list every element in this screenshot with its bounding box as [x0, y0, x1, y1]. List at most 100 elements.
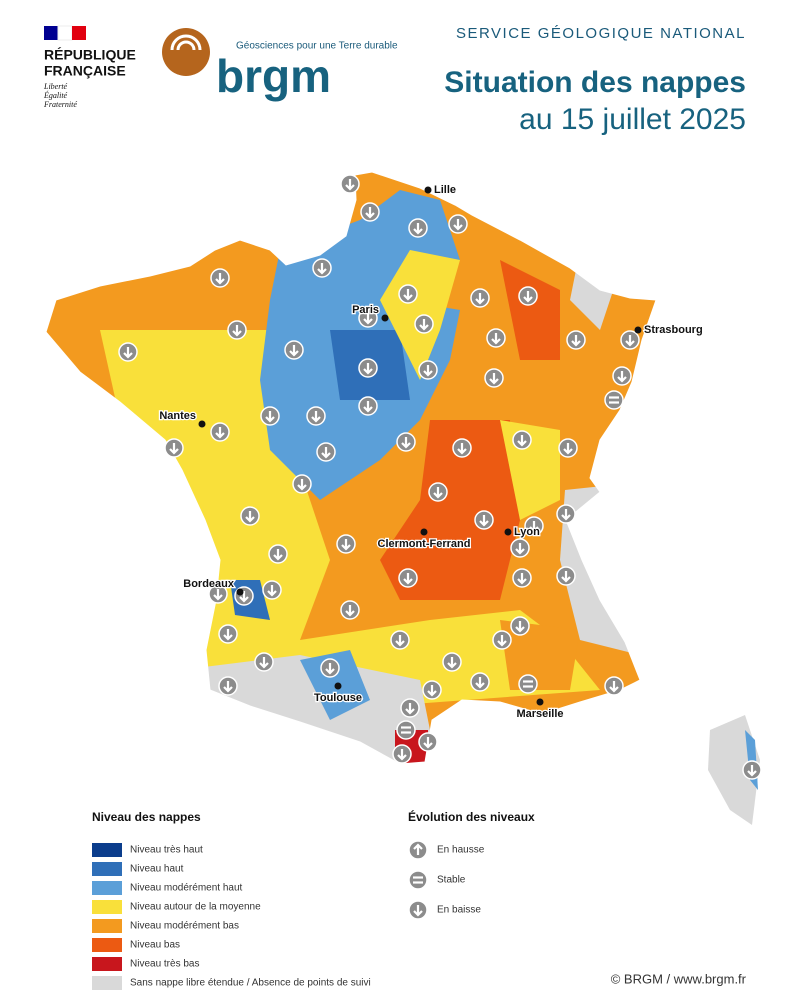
legend-label: Sans nappe libre étendue / Absence de po…: [130, 978, 371, 989]
evolution-icon: [452, 438, 472, 458]
evolution-icon: [260, 406, 280, 426]
city-dot: [504, 528, 512, 536]
icon-arrow: [747, 765, 757, 777]
icon-arrow: [561, 509, 571, 521]
motto: Égalité: [43, 90, 68, 100]
icon-arrow: [215, 273, 225, 285]
evolution-icon: [400, 698, 420, 718]
icon-arrow: [273, 549, 283, 561]
evolution-icon: [518, 674, 538, 694]
evolution-icon: [340, 174, 360, 194]
evolution-icon: [284, 340, 304, 360]
evolution-icon: [442, 652, 462, 672]
icon-arrow: [413, 905, 423, 917]
icon-arrow: [297, 479, 307, 491]
icon-arrow: [325, 663, 335, 675]
evolution-icon: [512, 568, 532, 588]
icon-arrow: [345, 179, 355, 191]
legend-title: Évolution des niveaux: [408, 809, 535, 824]
evolution-icon: [340, 600, 360, 620]
icon-arrow: [289, 345, 299, 357]
icon-arrow: [403, 289, 413, 301]
icon-arrow: [223, 681, 233, 693]
city-label: Paris: [352, 304, 379, 316]
evolution-icon: [556, 566, 576, 586]
evolution-icon: [262, 580, 282, 600]
icon-arrow: [345, 605, 355, 617]
icon-arrow: [365, 207, 375, 219]
legend-label: En baisse: [437, 905, 481, 916]
evolution-icon: [408, 870, 428, 890]
flag-blue: [44, 26, 58, 40]
evolution-icon: [390, 630, 410, 650]
legend-label: Niveau modérément bas: [130, 921, 239, 932]
evolution-icon: [396, 720, 416, 740]
brgm-arc: [170, 34, 202, 51]
brgm-logo: Géosciences pour une Terre durable brgm: [162, 28, 398, 102]
icon-arrow: [529, 521, 539, 533]
evolution-icon: [470, 672, 490, 692]
legend-label: Niveau très haut: [130, 845, 203, 856]
icon-arrow: [561, 571, 571, 583]
icon-arrow: [475, 293, 485, 305]
icon-arrow: [259, 657, 269, 669]
city-dot: [424, 186, 432, 194]
evolution-icon: [210, 268, 230, 288]
icon-arrow: [457, 443, 467, 455]
legend-swatch: [92, 976, 122, 990]
legend-swatch: [92, 938, 122, 952]
icon-circle: [408, 870, 428, 890]
icon-arrow: [419, 319, 429, 331]
evolution-icon: [396, 432, 416, 452]
icon-arrow: [265, 411, 275, 423]
evolution-icon: [510, 616, 530, 636]
legend-swatch: [92, 957, 122, 971]
icon-arrow: [317, 263, 327, 275]
evolution-icon: [360, 202, 380, 222]
icon-arrow: [169, 443, 179, 455]
legend-label: Niveau modérément haut: [130, 883, 243, 894]
icon-arrow: [475, 677, 485, 689]
evolution-icon: [474, 510, 494, 530]
city-dot: [634, 326, 642, 334]
republique-line: FRANÇAISE: [44, 63, 126, 79]
evolution-icon: [470, 288, 490, 308]
legend-label: Niveau bas: [130, 940, 180, 951]
icon-arrow: [433, 487, 443, 499]
icon-arrow: [517, 573, 527, 585]
icon-arrow: [413, 223, 423, 235]
icon-arrow: [232, 325, 242, 337]
legend-swatch: [92, 843, 122, 857]
icon-circle: [396, 720, 416, 740]
icon-circle: [518, 674, 538, 694]
subtitle: au 15 juillet 2025: [519, 103, 746, 136]
icon-arrow: [423, 365, 433, 377]
motto: Fraternité: [43, 100, 77, 109]
icon-arrow: [123, 347, 133, 359]
icon-circle: [604, 390, 624, 410]
evolution-icon: [208, 584, 228, 604]
city-dot: [236, 588, 244, 596]
evolution-icon: [492, 630, 512, 650]
evolution-icon: [392, 744, 412, 764]
evolution-icon: [422, 680, 442, 700]
zone: [380, 420, 520, 600]
evolution-icon: [118, 342, 138, 362]
city-label: Strasbourg: [644, 324, 703, 336]
icon-arrow: [245, 511, 255, 523]
icon-arrow: [215, 427, 225, 439]
icon-arrow: [489, 373, 499, 385]
credit: © BRGM / www.brgm.fr: [611, 971, 747, 986]
legend-swatch: [92, 900, 122, 914]
evolution-icon: [418, 360, 438, 380]
city-dot: [381, 314, 389, 322]
icon-arrow: [625, 335, 635, 347]
evolution-icon: [428, 482, 448, 502]
icon-arrow: [515, 543, 525, 555]
evolution-icon: [408, 840, 428, 860]
icon-arrow: [517, 435, 527, 447]
icon-arrow: [397, 749, 407, 761]
flag-white: [57, 25, 73, 41]
title: Situation des nappes: [444, 66, 746, 99]
